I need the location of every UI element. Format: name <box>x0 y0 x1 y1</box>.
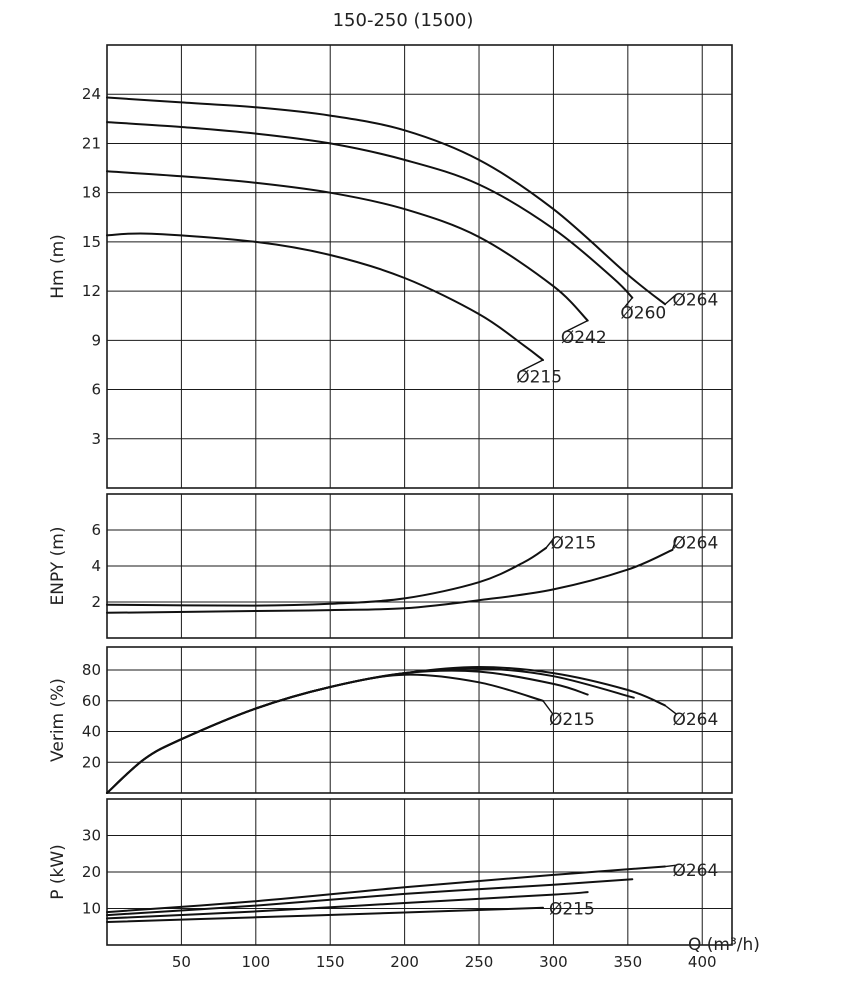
y-tick-label: 60 <box>82 692 101 710</box>
y-axis-label: P (kW) <box>48 844 68 900</box>
y-axis-label: ENPY (m) <box>48 527 68 606</box>
series-label: Ø215 <box>549 900 595 920</box>
panel-frame <box>106 44 733 489</box>
y-tick-label: 6 <box>91 521 101 539</box>
y-tick-label: 3 <box>91 430 101 448</box>
series-line-npsh <box>106 548 674 614</box>
y-tick-label: 15 <box>82 233 101 251</box>
y-axis-label: Verim (%) <box>48 678 68 762</box>
y-tick-label: 24 <box>82 85 101 103</box>
label-leader-line <box>664 293 677 305</box>
series-label: Ø264 <box>672 710 718 730</box>
y-axis-label: Hm (m) <box>48 234 68 299</box>
y-tick-label: 30 <box>82 827 101 845</box>
x-tick-label: 50 <box>172 953 191 971</box>
x-tick-label: 150 <box>316 953 345 971</box>
series-label: Ø260 <box>620 303 666 323</box>
label-leader-line <box>519 359 544 373</box>
series-line-hm <box>106 170 589 322</box>
y-tick-label: 6 <box>91 381 101 399</box>
panel-hm: 3 6 9 12 15 18 21 24 Hm (m) Ø264 Ø260 Ø242 Ø215 <box>48 44 733 489</box>
label-leader-line <box>664 864 677 868</box>
label-leader-line <box>623 297 633 308</box>
series-line-power <box>106 906 544 923</box>
x-axis-label: Q (m³/h) <box>688 935 760 955</box>
x-tick-label: 100 <box>241 953 270 971</box>
series-line-power <box>106 878 634 917</box>
label-leader-line <box>542 700 554 715</box>
series-label: Ø215 <box>549 710 595 730</box>
x-tick-label: 350 <box>614 953 643 971</box>
x-tick-label: 300 <box>539 953 568 971</box>
series-label: Ø264 <box>672 861 718 881</box>
x-tick-label: 400 <box>688 953 717 971</box>
series-line-eff <box>106 673 544 794</box>
panel-power: 10 20 30 P (kW) Ø264 Ø215 <box>48 798 733 946</box>
panel-frame <box>106 798 733 946</box>
panel-npsh: 2 4 6 ENPY (m) Ø215 Ø264 <box>48 493 733 639</box>
panel-frame <box>106 646 733 794</box>
series-label: Ø264 <box>672 290 718 310</box>
y-tick-label: 20 <box>82 863 101 881</box>
series-line-eff <box>106 667 635 794</box>
y-tick-label: 21 <box>82 134 101 152</box>
panel-eff: 20 40 60 80 Verim (%) Ø264 Ø215 <box>48 646 733 794</box>
y-tick-label: 80 <box>82 661 101 679</box>
y-tick-label: 4 <box>91 557 101 575</box>
series-line-power <box>106 891 589 920</box>
series-line-power <box>106 865 666 914</box>
y-tick-label: 40 <box>82 723 101 741</box>
series-line-hm <box>106 232 544 361</box>
x-tick-label: 250 <box>465 953 494 971</box>
label-leader-line <box>671 537 678 551</box>
y-tick-label: 18 <box>82 184 101 202</box>
label-leader-line <box>545 537 555 549</box>
panel-frame <box>106 493 733 639</box>
series-label: Ø264 <box>672 534 718 554</box>
series-line-hm <box>106 96 666 306</box>
y-tick-label: 9 <box>91 331 101 349</box>
y-tick-label: 12 <box>82 282 101 300</box>
y-tick-label: 20 <box>82 753 101 771</box>
series-label: Ø215 <box>550 534 596 554</box>
y-tick-label: 2 <box>91 593 101 611</box>
series-line-hm <box>106 121 634 299</box>
label-leader-line <box>564 320 588 333</box>
series-line-npsh <box>106 547 547 607</box>
chart-title: 150-250 (1500) <box>333 10 474 31</box>
x-tick-label: 200 <box>390 953 419 971</box>
y-tick-label: 10 <box>82 900 101 918</box>
series-label: Ø242 <box>561 328 607 348</box>
series-label: Ø215 <box>516 367 562 387</box>
label-leader-line <box>664 704 677 715</box>
